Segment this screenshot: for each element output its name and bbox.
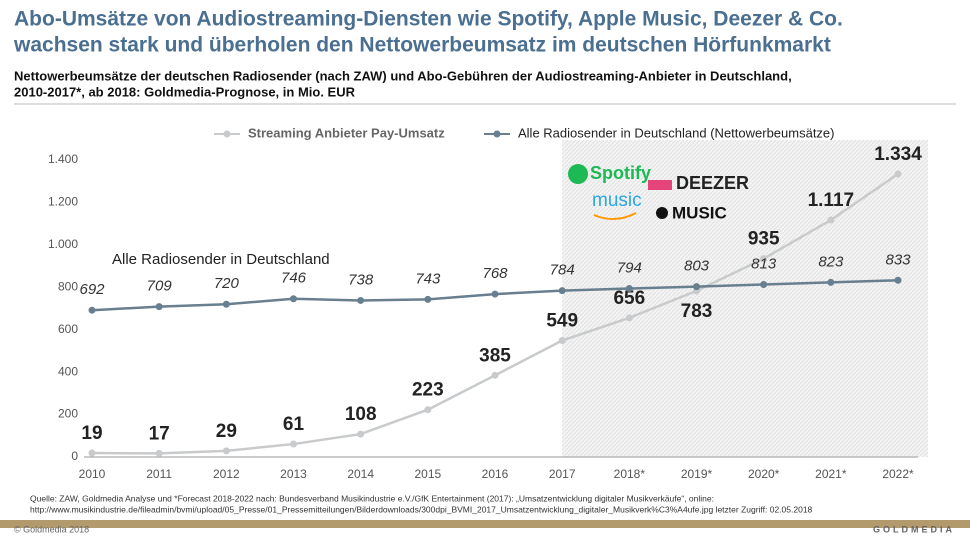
data-label: 823: [818, 253, 844, 270]
data-point: [827, 278, 835, 286]
data-point: [894, 276, 902, 284]
y-tick-label: 600: [58, 322, 78, 336]
legend-label: Streaming Anbieter Pay-Umsatz: [248, 125, 445, 140]
data-point: [693, 283, 700, 291]
data-label: 803: [684, 258, 710, 275]
logo-icon: [568, 164, 588, 184]
data-label: 784: [550, 262, 575, 279]
data-point: [357, 430, 365, 438]
x-tick-label: 2015: [414, 467, 441, 481]
footer-band: [0, 520, 970, 528]
x-tick-label: 2016: [482, 467, 509, 481]
data-point: [760, 281, 768, 289]
data-point: [625, 314, 633, 322]
y-tick-label: 0: [71, 449, 78, 463]
forecast-area: [562, 140, 928, 457]
subtitle: Nettowerbeumsätze der deutschen Radiosen…: [14, 68, 792, 83]
data-point: [894, 170, 902, 178]
x-tick-label: 2022*: [882, 467, 914, 481]
data-point: [424, 406, 432, 414]
subtitle: 2010-2017*, ab 2018: Goldmedia-Prognose,…: [14, 84, 356, 99]
y-tick-label: 200: [58, 407, 78, 421]
data-point: [558, 337, 566, 345]
data-label: 19: [81, 423, 102, 444]
data-point: [155, 303, 163, 311]
x-tick-label: 2020*: [748, 467, 780, 481]
data-label: 813: [751, 255, 777, 272]
data-label: 768: [482, 265, 508, 282]
data-label: 709: [147, 278, 173, 295]
data-label: 61: [283, 414, 305, 435]
x-tick-label: 2018*: [614, 467, 646, 481]
data-point: [155, 449, 163, 457]
source: http://www.musikindustrie.de/fileadmin/b…: [30, 504, 813, 514]
data-point: [222, 447, 230, 455]
data-point: [424, 295, 432, 303]
data-point: [760, 255, 768, 263]
data-point: [290, 440, 297, 448]
x-tick-label: 2017: [549, 467, 576, 481]
data-label: 794: [617, 260, 642, 277]
copyright: © Goldmedia 2018: [14, 524, 89, 534]
data-point: [357, 296, 365, 304]
data-point: [88, 306, 96, 314]
x-tick-label: 2011: [146, 467, 172, 481]
data-point: [88, 449, 96, 457]
data-label: 692: [79, 281, 105, 298]
data-label: 656: [613, 288, 645, 309]
y-tick-label: 1.000: [48, 237, 78, 251]
chart-title: Abo-Umsätze von Audiostreaming-Diensten …: [14, 8, 843, 31]
data-point: [558, 287, 566, 295]
legend-swatch: [223, 130, 231, 138]
data-point: [625, 285, 633, 293]
data-label: 738: [348, 271, 374, 288]
x-tick-label: 2014: [347, 467, 374, 481]
y-tick-label: 400: [58, 364, 78, 378]
data-label: 746: [281, 270, 307, 287]
data-label: 549: [546, 311, 578, 332]
data-label: 720: [214, 275, 240, 292]
brand: GOLDMEDIA: [873, 524, 955, 534]
data-point: [827, 216, 835, 224]
logo-spotify: Spotify: [590, 163, 651, 183]
data-label: 108: [345, 404, 377, 425]
y-tick-label: 1.400: [48, 152, 78, 166]
data-label: 223: [412, 380, 444, 401]
data-label: 743: [415, 270, 441, 287]
annotation: Alle Radiosender in Deutschland: [112, 251, 330, 268]
logo-amazon: music: [592, 190, 642, 211]
data-label: 17: [149, 423, 170, 444]
data-label: 385: [479, 345, 511, 366]
data-label: 29: [216, 421, 237, 442]
y-tick-label: 1.200: [48, 195, 78, 209]
logo-apple: MUSIC: [672, 203, 727, 222]
data-point: [222, 300, 230, 308]
logo-deezer: DEEZER: [676, 173, 749, 193]
data-label: 833: [885, 251, 911, 268]
data-label: 1.117: [808, 190, 855, 211]
y-tick-label: 800: [58, 279, 78, 293]
logo-icon: [648, 180, 672, 190]
logo-icon: [656, 207, 668, 219]
data-label: 935: [748, 229, 780, 250]
chart-title: wachsen stark und überholen den Nettower…: [13, 34, 831, 57]
data-point: [491, 290, 499, 298]
legend-swatch: [493, 130, 501, 138]
x-tick-label: 2021*: [815, 467, 847, 481]
x-tick-label: 2013: [280, 467, 307, 481]
x-tick-label: 2019*: [681, 467, 713, 481]
data-point: [290, 295, 297, 303]
data-label: 783: [681, 301, 713, 322]
x-tick-label: 2010: [79, 467, 106, 481]
x-tick-label: 2012: [213, 467, 240, 481]
data-point: [491, 371, 499, 379]
legend-label: Alle Radiosender in Deutschland (Nettowe…: [518, 125, 835, 140]
source: Quelle: ZAW, Goldmedia Analyse und *Fore…: [30, 493, 714, 503]
data-label: 1.334: [874, 144, 922, 165]
logo-icon: [593, 212, 637, 220]
